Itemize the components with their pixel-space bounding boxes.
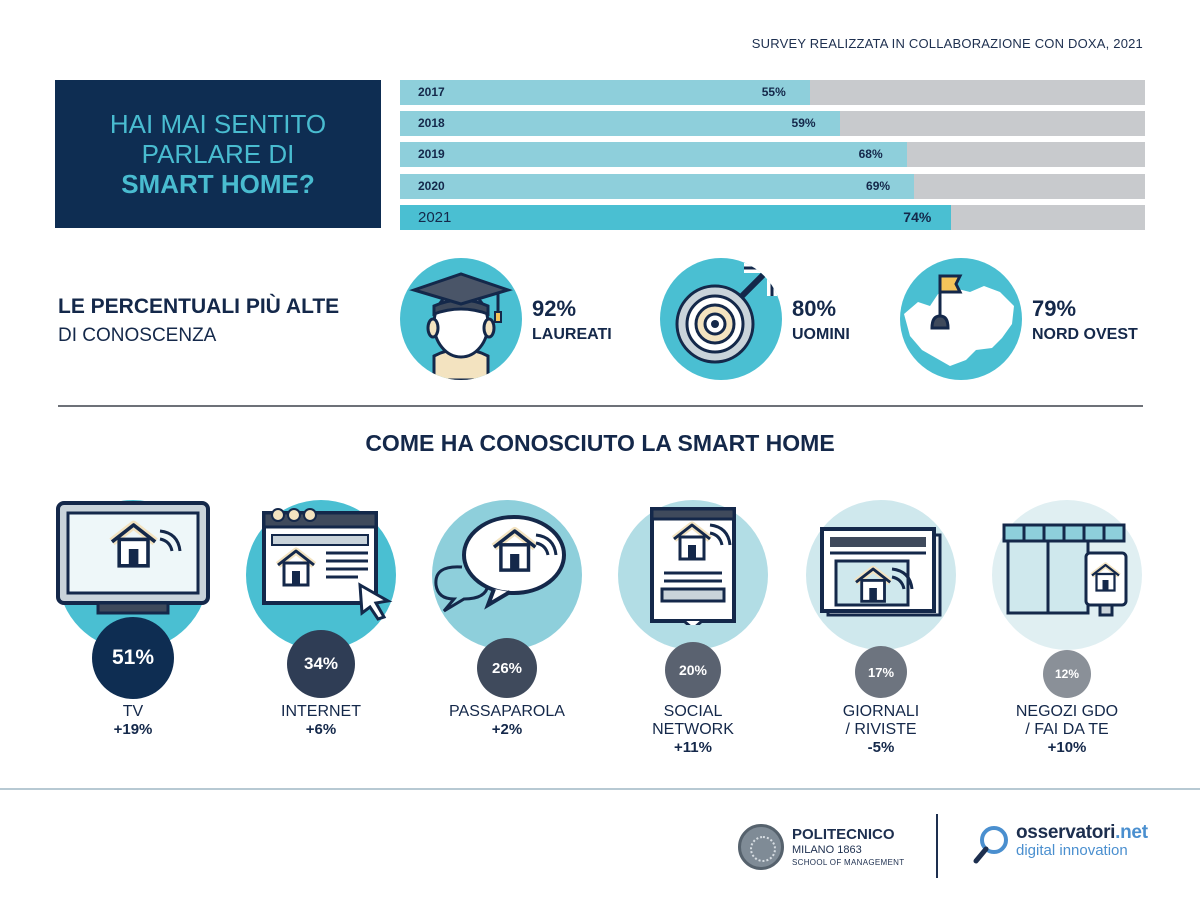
highest-percentages-title: LE PERCENTUALI PIÙ ALTE DI CONOSCENZA — [58, 295, 339, 347]
speech-bubble-icon — [434, 515, 566, 613]
awareness-bar-chart: 2017 55% 2018 59% 2019 68% 2020 69% 2021 74% — [400, 80, 1145, 230]
channel-value-badge: 34% — [287, 630, 355, 698]
stat-value: 79% — [1032, 296, 1077, 321]
bar-row-2021: 2021 74% — [400, 204, 1145, 230]
channel-label-line-2: NETWORK — [652, 721, 734, 738]
channel-label-line-1: NEGOZI GDO — [1015, 703, 1119, 720]
stat-value: 80% — [792, 296, 837, 321]
question-box: HAI MAI SENTITO PARLARE DI SMART HOME? — [55, 80, 381, 228]
channel-label-line-1: TV — [122, 703, 144, 720]
question-line-2: PARLARE DI — [141, 139, 295, 169]
osservatori-logo: osservatori.net digital innovation — [972, 822, 1152, 872]
question-line-3: SMART HOME? — [121, 169, 315, 199]
channel-label-line-1: SOCIAL — [663, 703, 723, 720]
politecnico-logo: POLITECNICO MILANO 1863 SCHOOL OF MANAGE… — [738, 822, 908, 872]
stat-circle — [400, 258, 522, 380]
bar-value-label: 59% — [791, 116, 816, 131]
stat-value: 92% — [532, 296, 577, 321]
bar-value-label: 69% — [866, 178, 891, 193]
survey-note: SURVEY REALIZZATA IN COLLABORAZIONE CON … — [751, 36, 1143, 51]
channel-delta: +19% — [113, 721, 153, 738]
bar-fill — [400, 142, 907, 168]
channels-title: COME HA CONOSCIUTO LA SMART HOME — [365, 430, 835, 456]
osservatori-tagline: digital innovation — [1016, 842, 1128, 859]
channel-delta: -5% — [867, 739, 895, 756]
stat-label: NORD OVEST — [1032, 326, 1138, 343]
channel-1: 51% TV +19% — [40, 495, 226, 745]
channel-5: 17% GIORNALI / RIVISTE -5% — [788, 495, 974, 756]
channel-label-line-1: PASSAPAROLA — [449, 703, 565, 720]
channel-2: 34% INTERNET +6% — [228, 495, 414, 745]
channel-6: 12% NEGOZI GDO / FAI DA TE +10% — [974, 495, 1160, 756]
footer-divider — [0, 788, 1200, 790]
stat-circle — [660, 258, 782, 380]
politecnico-seal-icon — [738, 824, 784, 870]
channel-value-badge: 51% — [92, 617, 174, 699]
newspaper-icon — [820, 527, 942, 617]
stat-circle — [900, 258, 1022, 380]
bar-year-label: 2019 — [418, 147, 445, 162]
channel-delta: +2% — [491, 721, 523, 738]
bar-value-label: 55% — [761, 85, 786, 99]
channel-delta: +10% — [1047, 739, 1087, 756]
bar-row-2017: 2017 55% — [400, 80, 1145, 105]
channel-value-badge: 17% — [855, 646, 907, 698]
map-flag-icon — [904, 274, 1014, 366]
bar-row-2018: 2018 59% — [400, 111, 1145, 137]
channel-value-badge: 12% — [1043, 650, 1091, 698]
question-line-1: HAI MAI SENTITO — [109, 109, 327, 139]
tv-icon — [56, 501, 210, 615]
channel-label-line-1: GIORNALI — [842, 703, 920, 720]
bar-value-label: 74% — [903, 208, 932, 225]
bar-fill — [400, 173, 915, 199]
channel-value-badge: 20% — [665, 642, 721, 698]
graduate-icon — [409, 272, 513, 380]
store-icon — [1002, 523, 1128, 617]
channel-3: 26% PASSAPAROLA +2% — [414, 495, 600, 745]
politecnico-school: SCHOOL OF MANAGEMENT — [792, 858, 905, 867]
bar-fill — [400, 204, 952, 230]
bar-value-label: 68% — [858, 147, 883, 162]
bar-year-label: 2021 — [418, 208, 452, 226]
channel-label-line-2: / FAI DA TE — [1025, 721, 1109, 738]
logo-divider — [936, 814, 938, 878]
channel-label-line-2: / RIVISTE — [845, 721, 917, 738]
channel-4: 20% SOCIAL NETWORK +11% — [600, 495, 786, 756]
bar-fill — [400, 80, 810, 105]
section-divider — [58, 405, 1143, 407]
channel-delta: +11% — [674, 739, 712, 756]
bar-year-label: 2017 — [418, 85, 445, 99]
politecnico-name: POLITECNICO — [792, 826, 895, 843]
male-symbol-icon — [675, 263, 777, 364]
magnifier-icon — [973, 826, 1008, 864]
stat-label: LAUREATI — [532, 326, 612, 343]
bar-row-2020: 2020 69% — [400, 173, 1145, 199]
bar-row-2019: 2019 68% — [400, 142, 1145, 168]
osservatori-name: osservatori.net — [1016, 822, 1148, 844]
osservatori-name-suffix: .net — [1115, 822, 1148, 843]
politecnico-city: MILANO 1863 — [792, 844, 862, 856]
browser-icon — [262, 508, 393, 621]
smartphone-icon — [650, 507, 736, 625]
channel-label-line-1: INTERNET — [281, 703, 361, 720]
highest-title-line-2: DI CONOSCENZA — [58, 325, 217, 346]
stat-label: UOMINI — [792, 326, 850, 343]
channel-delta: +6% — [305, 721, 337, 738]
channel-value-badge: 26% — [477, 638, 537, 698]
osservatori-name-main: osservatori — [1016, 822, 1116, 843]
bar-fill — [400, 111, 840, 137]
highest-title-line-1: LE PERCENTUALI PIÙ ALTE — [58, 295, 340, 318]
bar-year-label: 2018 — [418, 116, 445, 131]
bar-year-label: 2020 — [418, 178, 445, 193]
